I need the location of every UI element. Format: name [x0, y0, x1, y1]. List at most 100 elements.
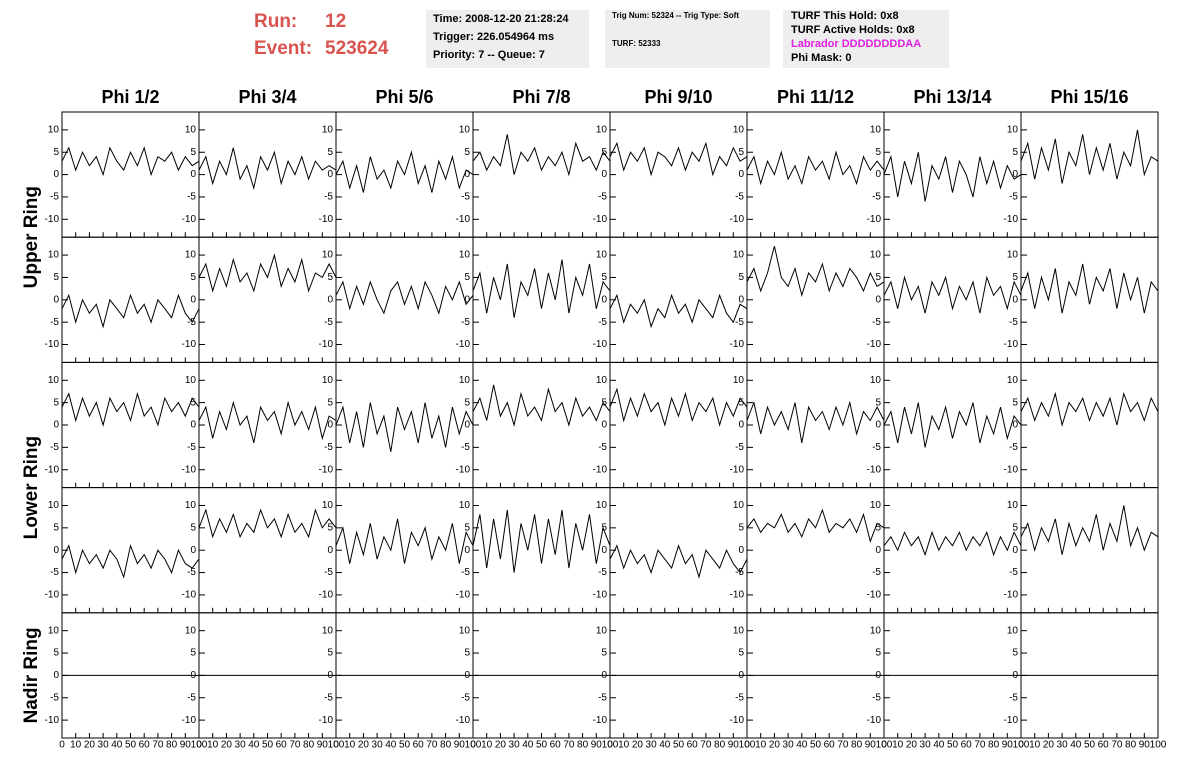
- waveform: [746, 150, 885, 186]
- y-tick-label: -10: [1004, 339, 1019, 350]
- y-tick-label: 5: [327, 648, 333, 659]
- y-tick-label: -5: [50, 317, 59, 328]
- x-tick-label: 100: [328, 740, 345, 751]
- y-tick-label: -10: [593, 339, 608, 350]
- y-tick-label: 0: [327, 545, 333, 556]
- y-tick-label: 10: [48, 625, 60, 636]
- y-tick-label: 5: [875, 522, 881, 533]
- x-tick-label: 90: [454, 740, 466, 751]
- x-tick-label: 100: [191, 740, 208, 751]
- trigger: Trigger: 226.054964 ms: [433, 31, 554, 43]
- turf-active: TURF Active Holds: 0x8: [791, 24, 915, 36]
- waveform: [1020, 505, 1159, 555]
- y-tick-label: 5: [464, 397, 470, 408]
- waveform: [198, 147, 337, 190]
- y-tick-label: -10: [730, 464, 745, 475]
- y-tick-label: -10: [1004, 464, 1019, 475]
- y-tick-label: -10: [456, 214, 471, 225]
- y-tick-label: 0: [464, 169, 470, 180]
- y-tick-label: -10: [456, 715, 471, 726]
- y-tick-label: -10: [182, 464, 197, 475]
- y-tick-label: 0: [464, 670, 470, 681]
- y-tick-label: -10: [319, 464, 334, 475]
- waveform: [335, 402, 474, 452]
- y-tick-label: -5: [872, 692, 881, 703]
- turf-hold: TURF This Hold: 0x8: [791, 10, 899, 22]
- y-tick-label: 0: [190, 169, 196, 180]
- y-tick-label: 5: [601, 147, 607, 158]
- x-tick-label: 0: [333, 740, 339, 751]
- column-title: Phi 1/2: [101, 87, 159, 107]
- x-tick-label: 10: [755, 740, 767, 751]
- y-tick-label: -10: [867, 214, 882, 225]
- y-tick-label: 5: [601, 648, 607, 659]
- y-tick-label: -10: [456, 590, 471, 601]
- column-title: Phi 3/4: [238, 87, 296, 107]
- waveform: [883, 275, 1022, 314]
- panel-frame: [609, 111, 748, 238]
- y-tick-label: -10: [319, 715, 334, 726]
- waveform: [61, 543, 200, 579]
- panel-frame: [335, 361, 474, 489]
- y-tick-label: -10: [45, 464, 60, 475]
- y-tick-label: 0: [190, 545, 196, 556]
- y-tick-label: -10: [593, 464, 608, 475]
- y-tick-label: 10: [185, 500, 197, 511]
- y-tick-label: 5: [53, 272, 59, 283]
- column-title: Phi 7/8: [512, 87, 570, 107]
- x-tick-label: 40: [522, 740, 534, 751]
- x-tick-label: 60: [276, 740, 288, 751]
- y-tick-label: -10: [730, 339, 745, 350]
- column-title: Phi 9/10: [644, 87, 712, 107]
- y-tick-label: -5: [872, 192, 881, 203]
- y-tick-label: 10: [185, 625, 197, 636]
- x-tick-label: 60: [413, 740, 425, 751]
- y-tick-label: 0: [875, 545, 881, 556]
- y-tick-label: 5: [738, 272, 744, 283]
- waveform: [335, 150, 474, 193]
- y-tick-label: 10: [596, 625, 608, 636]
- x-tick-label: 50: [947, 740, 959, 751]
- y-tick-label: 0: [1012, 169, 1018, 180]
- y-tick-label: 0: [601, 169, 607, 180]
- x-tick-label: 30: [783, 740, 795, 751]
- waveform: [609, 141, 748, 177]
- x-tick-label: 70: [974, 740, 986, 751]
- y-tick-label: -5: [50, 442, 59, 453]
- y-tick-label: -5: [735, 317, 744, 328]
- y-tick-label: 10: [48, 125, 60, 136]
- y-tick-label: 0: [53, 545, 59, 556]
- panel-frame: [746, 111, 885, 238]
- y-tick-label: -5: [735, 192, 744, 203]
- y-tick-label: -10: [593, 214, 608, 225]
- y-tick-label: 0: [1012, 545, 1018, 556]
- waveform: [198, 400, 337, 444]
- panel-frame: [198, 236, 337, 363]
- y-tick-label: -10: [182, 339, 197, 350]
- x-tick-label: 50: [1084, 740, 1096, 751]
- y-tick-label: -5: [461, 317, 470, 328]
- x-tick-label: 10: [481, 740, 493, 751]
- y-tick-label: 0: [875, 670, 881, 681]
- x-tick-label: 0: [470, 740, 476, 751]
- y-tick-label: 10: [870, 625, 882, 636]
- column-title: Phi 5/6: [375, 87, 433, 107]
- y-tick-label: 5: [464, 522, 470, 533]
- y-tick-label: 5: [327, 272, 333, 283]
- y-tick-label: -10: [730, 590, 745, 601]
- y-tick-label: -10: [730, 214, 745, 225]
- y-tick-label: 10: [870, 250, 882, 261]
- y-tick-label: -10: [867, 715, 882, 726]
- waveform: [472, 134, 611, 177]
- y-tick-label: 0: [738, 169, 744, 180]
- y-tick-label: 10: [1007, 125, 1019, 136]
- x-tick-label: 90: [728, 740, 740, 751]
- y-tick-label: -5: [324, 317, 333, 328]
- y-tick-label: 10: [1007, 500, 1019, 511]
- run-number: 12: [325, 11, 346, 32]
- x-tick-label: 20: [358, 740, 370, 751]
- y-tick-label: 5: [464, 648, 470, 659]
- panel-frame: [883, 361, 1022, 489]
- x-tick-label: 30: [98, 740, 110, 751]
- y-tick-label: -5: [461, 567, 470, 578]
